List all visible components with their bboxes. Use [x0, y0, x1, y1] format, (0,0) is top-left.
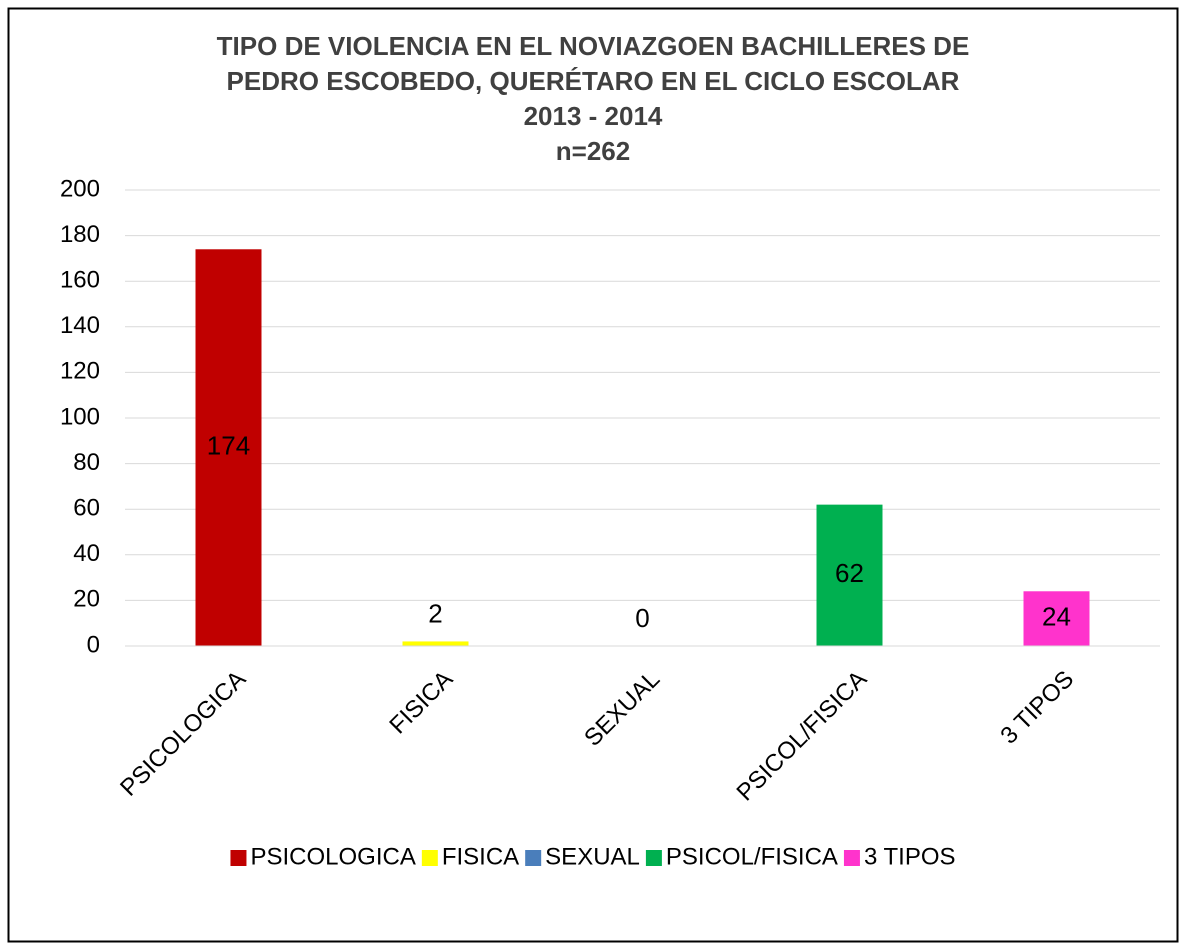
legend-label: 3 TIPOS	[864, 843, 956, 870]
data-label: 0	[635, 603, 649, 633]
legend-swatch	[525, 850, 542, 866]
y-tick-label: 40	[73, 540, 100, 567]
y-tick-label: 200	[60, 175, 100, 202]
legend-swatch	[230, 850, 247, 866]
data-label: 2	[428, 598, 442, 628]
chart-title: PEDRO ESCOBEDO, QUERÉTARO EN EL CICLO ES…	[227, 66, 960, 96]
data-label: 62	[835, 558, 864, 588]
bar	[1023, 591, 1090, 646]
chart-title: TIPO DE VIOLENCIA EN EL NOVIAZGOEN BACHI…	[217, 31, 970, 61]
chart-subtitle: n=262	[556, 136, 630, 166]
y-tick-label: 180	[60, 221, 100, 248]
bar	[195, 249, 262, 646]
legend-label: PSICOL/FISICA	[666, 843, 838, 870]
y-tick-label: 100	[60, 403, 100, 430]
y-tick-label: 120	[60, 358, 100, 385]
legend-swatch	[421, 850, 438, 866]
y-tick-label: 160	[60, 267, 100, 294]
chart-title: 2013 - 2014	[524, 101, 663, 131]
y-tick-label: 0	[87, 631, 100, 658]
legend-label: SEXUAL	[545, 843, 640, 870]
bar	[402, 641, 469, 646]
legend-label: FISICA	[442, 843, 519, 870]
y-tick-label: 60	[73, 495, 100, 522]
y-tick-label: 140	[60, 312, 100, 339]
data-label: 24	[1042, 602, 1071, 632]
legend-swatch	[843, 850, 860, 866]
legend-swatch	[645, 850, 662, 866]
legend-label: PSICOLOGICA	[250, 843, 415, 870]
data-label: 174	[207, 431, 250, 461]
bar	[816, 504, 883, 646]
y-tick-label: 20	[73, 586, 100, 613]
y-tick-label: 80	[73, 449, 100, 476]
